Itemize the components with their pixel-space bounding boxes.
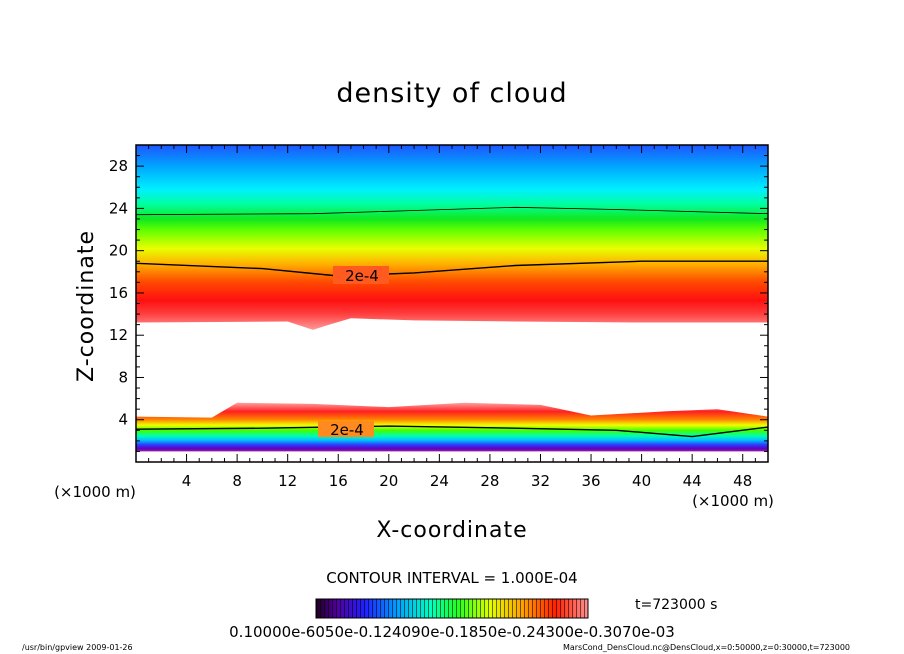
chart-title: density of cloud bbox=[336, 78, 567, 109]
upper-contour-2e-4 bbox=[136, 260, 768, 277]
x-tick-label: 4 bbox=[182, 472, 192, 490]
lower-contour-label-bg bbox=[318, 421, 374, 437]
plot-area bbox=[136, 145, 768, 462]
cyan-isoline bbox=[136, 206, 768, 216]
y-tick-label: 16 bbox=[109, 284, 128, 302]
x-tick-label: 48 bbox=[733, 472, 752, 490]
y-tick-label: 12 bbox=[109, 326, 128, 344]
x-tick-label: 44 bbox=[683, 472, 702, 490]
x-tick-label: 36 bbox=[581, 472, 600, 490]
contour-interval-text: CONTOUR INTERVAL = 1.000E-04 bbox=[326, 569, 577, 587]
x-tick-label: 12 bbox=[278, 472, 297, 490]
x-tick-label: 32 bbox=[531, 472, 550, 490]
x-tick-label: 24 bbox=[430, 472, 449, 490]
lower-contour-label: 2e-4 bbox=[330, 421, 364, 439]
x-axis-ticks: 4 8 12 16 20 24 28 32 36 40 44 48 bbox=[148, 145, 756, 490]
x-unit-right: (×1000 m) bbox=[692, 492, 774, 510]
x-tick-label: 28 bbox=[480, 472, 499, 490]
y-tick-label: 8 bbox=[118, 368, 128, 386]
y-tick-label: 24 bbox=[109, 199, 128, 217]
colorbar bbox=[315, 598, 589, 619]
y-axis-label: Z-coordinate bbox=[74, 230, 99, 382]
x-tick-label: 16 bbox=[329, 472, 348, 490]
y-tick-label: 28 bbox=[109, 157, 128, 175]
upper-cloud-layer bbox=[136, 145, 768, 330]
y-tick-label: 4 bbox=[118, 411, 128, 429]
lower-contour-2e-4 bbox=[136, 425, 768, 438]
upper-contour-label-bg bbox=[333, 266, 389, 284]
y-axis-ticks: 4 8 12 16 20 24 28 bbox=[109, 155, 768, 452]
x-axis-label: X-coordinate bbox=[376, 518, 527, 543]
colorbar-labels: 0.10000e-6050e-0.124090e-0.1850e-0.24300… bbox=[229, 623, 675, 641]
time-text: t=723000 s bbox=[635, 597, 717, 613]
footer-left: /usr/bin/gpview 2009-01-26 bbox=[22, 643, 133, 652]
y-tick-label: 20 bbox=[109, 242, 128, 260]
upper-contour-label: 2e-4 bbox=[345, 267, 379, 285]
x-tick-label: 8 bbox=[232, 472, 242, 490]
footer-right: MarsCond_DensCloud.nc@DensCloud,x=0:5000… bbox=[563, 643, 850, 652]
x-tick-label: 40 bbox=[632, 472, 651, 490]
x-unit-left: (×1000 m) bbox=[54, 483, 136, 501]
x-tick-label: 20 bbox=[379, 472, 398, 490]
